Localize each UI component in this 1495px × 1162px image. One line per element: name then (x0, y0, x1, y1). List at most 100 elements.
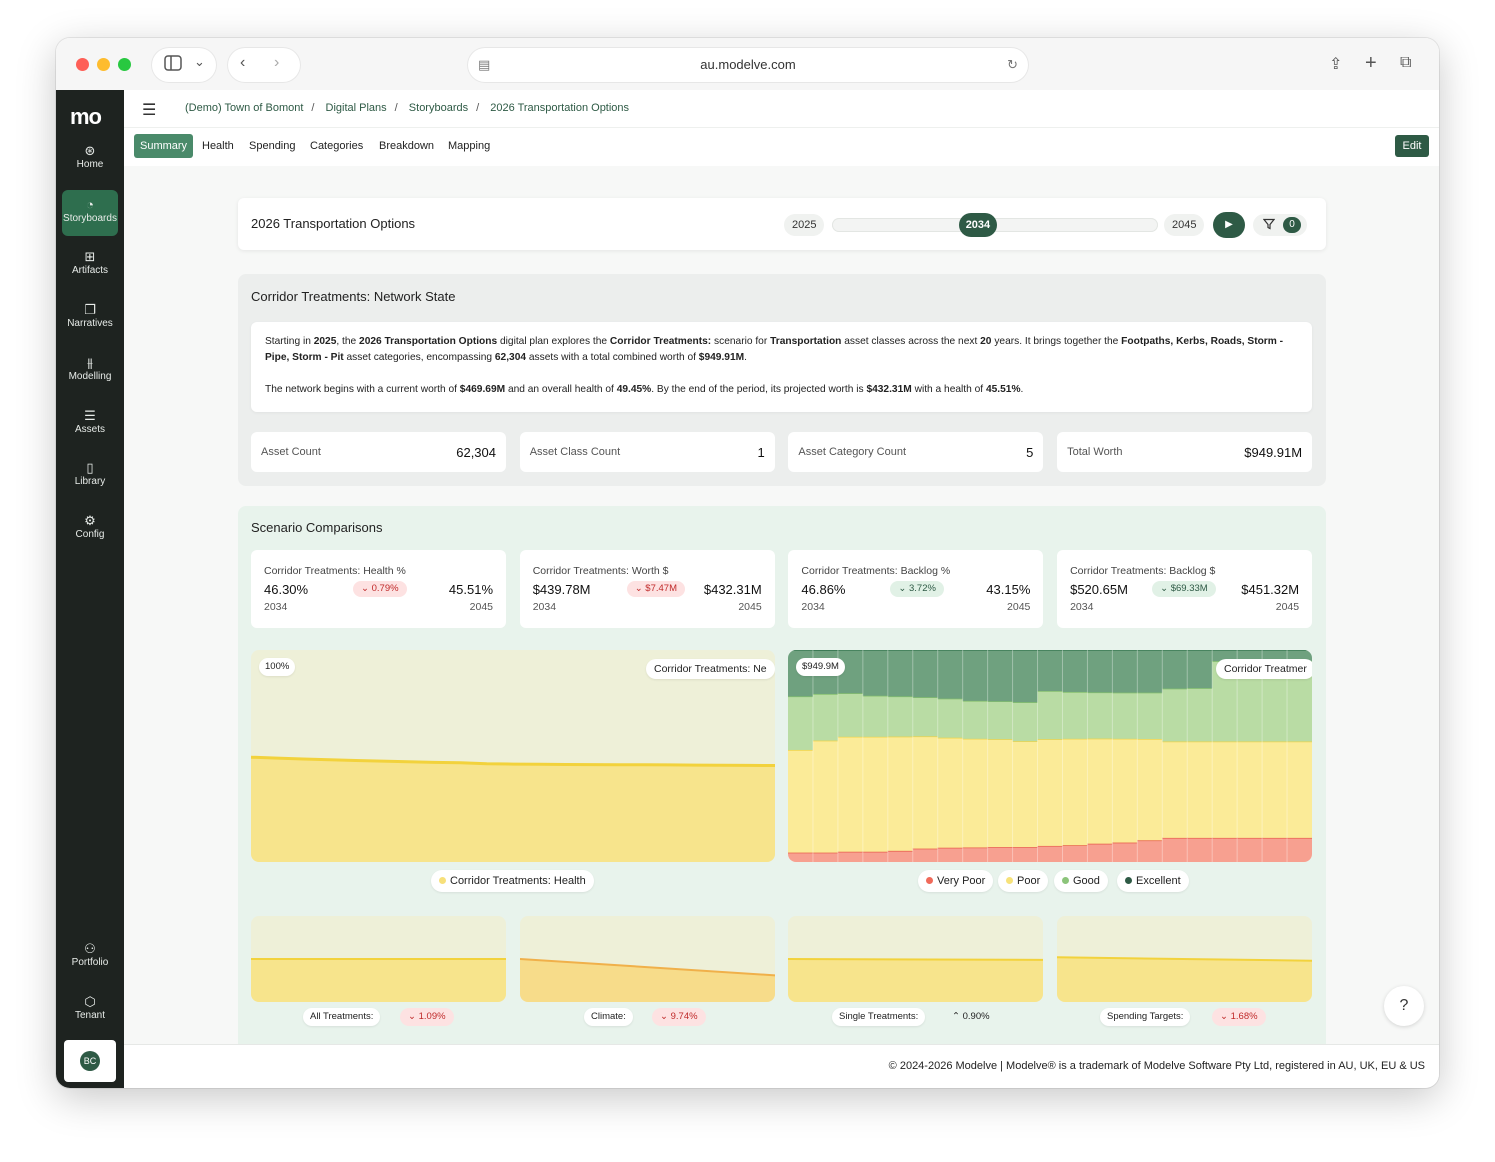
bar-segment-very-poor[interactable] (1087, 843, 1113, 862)
scenario-mini-chart[interactable] (519, 916, 775, 1002)
filter-button[interactable]: 0 (1253, 214, 1307, 236)
bar-segment-very-poor[interactable] (987, 847, 1014, 862)
bar-segment-excellent[interactable] (1062, 650, 1088, 692)
bar-segment-good[interactable] (862, 695, 889, 737)
scenario-mini-chart[interactable] (788, 916, 1044, 1002)
bar-segment-poor[interactable] (1162, 741, 1188, 838)
bar-segment-poor[interactable] (1012, 741, 1039, 848)
bar-segment-very-poor[interactable] (962, 847, 989, 862)
health-area-chart[interactable]: 100% Corridor Treatments: Ne (251, 650, 775, 862)
bar-segment-good[interactable] (937, 698, 964, 738)
condition-legend-item[interactable]: Poor (998, 870, 1049, 892)
bar-segment-excellent[interactable] (887, 650, 914, 697)
minimize-window-button[interactable] (97, 58, 110, 71)
tab-categories[interactable]: Categories (310, 140, 364, 152)
sidebar-item-home[interactable]: ⊛ Home (62, 136, 118, 182)
maximize-window-button[interactable] (118, 58, 131, 71)
bar-segment-poor[interactable] (887, 736, 914, 851)
bar-segment-very-poor[interactable] (1112, 842, 1138, 862)
bar-segment-good[interactable] (987, 701, 1014, 740)
bar-segment-very-poor[interactable] (1162, 837, 1188, 862)
bar-segment-very-poor[interactable] (1237, 837, 1263, 862)
bar-segment-good[interactable] (788, 696, 814, 750)
play-button[interactable]: ▶ (1213, 212, 1245, 238)
scenario-mini-chart[interactable] (251, 916, 506, 1002)
bar-segment-excellent[interactable] (1287, 650, 1312, 662)
sidebar-item-narratives[interactable]: ❐ Narratives (62, 295, 118, 341)
bar-segment-excellent[interactable] (1137, 650, 1163, 693)
bar-segment-very-poor[interactable] (1287, 837, 1312, 862)
health-chart-legend[interactable]: Corridor Treatments: Health (431, 870, 594, 892)
bar-segment-excellent[interactable] (962, 650, 989, 701)
bar-segment-good[interactable] (962, 700, 989, 739)
sidebar-item-storyboards[interactable]: ◔ Storyboards (62, 190, 118, 236)
bar-segment-poor[interactable] (837, 736, 864, 852)
sidebar-item-artifacts[interactable]: ⊞ Artifacts (62, 242, 118, 288)
bar-segment-good[interactable] (1162, 688, 1188, 742)
sidebar-item-tenant[interactable]: ⬡ Tenant (62, 987, 118, 1033)
bar-segment-excellent[interactable] (862, 650, 889, 696)
bar-segment-excellent[interactable] (1162, 650, 1188, 689)
bar-segment-poor[interactable] (987, 739, 1014, 848)
tab-overview-icon[interactable]: ⧉ (1400, 54, 1412, 71)
forward-icon[interactable]: › (274, 54, 280, 71)
bar-segment-very-poor[interactable] (812, 852, 839, 862)
bar-segment-very-poor[interactable] (1037, 845, 1063, 862)
bar-segment-poor[interactable] (1037, 739, 1063, 846)
reload-icon[interactable]: ↻ (1007, 57, 1018, 72)
condition-legend-item[interactable]: Very Poor (918, 870, 994, 892)
back-icon[interactable]: ‹ (240, 54, 246, 71)
condition-legend-item[interactable]: Excellent (1117, 870, 1189, 892)
scenario-kpi-card[interactable]: Corridor Treatments: Backlog % 46.86% 43.1… (788, 550, 1044, 628)
bar-segment-very-poor[interactable] (1137, 840, 1163, 862)
bar-segment-excellent[interactable] (1212, 650, 1238, 662)
bar-segment-good[interactable] (912, 697, 939, 737)
sidebar-item-portfolio[interactable]: ⚇ Portfolio (62, 934, 118, 980)
new-tab-icon[interactable]: + (1365, 52, 1377, 74)
bar-segment-good[interactable] (1087, 692, 1113, 739)
tab-breakdown[interactable]: Breakdown (379, 140, 435, 152)
bar-segment-poor[interactable] (1062, 738, 1088, 846)
scenario-kpi-card[interactable]: Corridor Treatments: Health % 46.30% 45.51… (251, 550, 506, 628)
end-year[interactable]: 2045 (1164, 214, 1205, 236)
scenario-mini-chart[interactable] (1057, 916, 1313, 1002)
breadcrumb-item[interactable]: (Demo) Town of Bomont (185, 102, 304, 114)
bar-segment-very-poor[interactable] (912, 848, 939, 862)
page-settings-icon[interactable]: ▤ (478, 57, 491, 72)
bar-segment-very-poor[interactable] (1262, 837, 1288, 862)
scenario-kpi-card[interactable]: Corridor Treatments: Backlog $ $520.65M $4… (1057, 550, 1313, 628)
bar-segment-poor[interactable] (1187, 741, 1213, 838)
sidebar-item-assets[interactable]: ☰ Assets (62, 401, 118, 447)
bar-segment-excellent[interactable] (1187, 650, 1213, 689)
bar-segment-very-poor[interactable] (937, 847, 964, 862)
bar-segment-good[interactable] (837, 693, 864, 737)
condition-stacked-chart[interactable]: $949.9M Corridor Treatmer (788, 650, 1312, 862)
bar-segment-poor[interactable] (1137, 739, 1163, 841)
bar-segment-excellent[interactable] (1112, 650, 1138, 693)
bar-segment-poor[interactable] (937, 737, 964, 848)
edit-button[interactable]: Edit (1395, 135, 1429, 157)
bar-segment-poor[interactable] (912, 736, 939, 849)
bar-segment-good[interactable] (1037, 691, 1063, 740)
bar-segment-poor[interactable] (962, 738, 989, 848)
bar-segment-very-poor[interactable] (1062, 845, 1088, 862)
sidebar-toggle-button[interactable]: ⌄ (152, 48, 216, 82)
bar-segment-good[interactable] (1137, 692, 1163, 740)
bar-segment-poor[interactable] (1212, 741, 1238, 838)
bar-segment-excellent[interactable] (1037, 650, 1063, 692)
bar-segment-poor[interactable] (1262, 741, 1288, 838)
sidebar-item-config[interactable]: ⚙ Config (62, 506, 118, 552)
bar-segment-poor[interactable] (1087, 738, 1113, 844)
breadcrumb-item[interactable]: Digital Plans (325, 102, 387, 114)
hamburger-menu-icon[interactable]: ☰ (142, 102, 157, 119)
bar-segment-very-poor[interactable] (1012, 847, 1039, 862)
close-window-button[interactable] (76, 58, 89, 71)
bar-segment-very-poor[interactable] (1212, 837, 1238, 862)
bar-segment-very-poor[interactable] (887, 850, 914, 862)
bar-segment-excellent[interactable] (1262, 650, 1288, 662)
bar-segment-poor[interactable] (1112, 738, 1138, 843)
tab-health[interactable]: Health (202, 140, 234, 152)
bar-segment-good[interactable] (1062, 691, 1088, 739)
tab-mapping[interactable]: Mapping (448, 140, 491, 152)
bar-segment-poor[interactable] (862, 736, 889, 852)
